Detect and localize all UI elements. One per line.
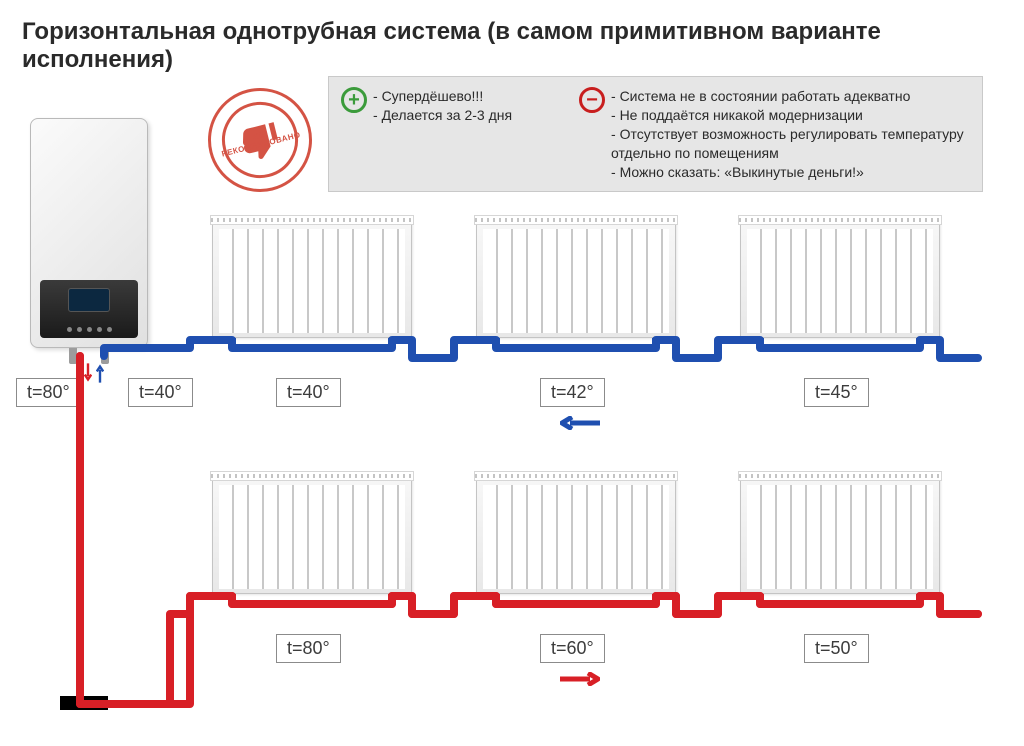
radiator-temp-top-1: t=40° [276,378,341,407]
radiator-bottom-1 [212,478,412,594]
flow-arrow-return [560,416,600,430]
con-line: Система не в состоянии работать адекватн… [611,87,970,106]
flow-arrow-supply [560,672,600,686]
boiler [30,118,148,348]
pros-cons-box: + Супердёшево!!! Делается за 2-3 дня − С… [328,76,983,192]
boiler-io-arrows [84,362,104,384]
radiator-temp-bottom-2: t=60° [540,634,605,663]
radiator-temp-top-2: t=42° [540,378,605,407]
pro-line: Делается за 2-3 дня [373,106,512,125]
minus-icon: − [579,87,605,113]
con-line: Не поддаётся никакой модернизации [611,106,970,125]
cons-column: − Система не в состоянии работать адеква… [579,87,970,181]
radiator-temp-top-3: t=45° [804,378,869,407]
con-line: Можно сказать: «Выкинутые деньги!» [611,163,970,182]
pros-lines: Супердёшево!!! Делается за 2-3 дня [373,87,512,125]
radiator-temp-bottom-3: t=50° [804,634,869,663]
radiator-bottom-2 [476,478,676,594]
radiator-temp-bottom-1: t=80° [276,634,341,663]
cons-lines: Система не в состоянии работать адекватн… [611,87,970,181]
arrow-up-icon [96,362,104,384]
not-recommended-stamp: НЕ РЕКОМЕНДОВАНО [197,77,323,203]
boiler-supply-temp: t=80° [16,378,81,407]
con-line: Отсутствует возможность регулировать тем… [611,125,970,163]
stamp-text: НЕ РЕКОМЕНДОВАНО [218,121,301,158]
boiler-return-temp: t=40° [128,378,193,407]
page-title: Горизонтальная однотрубная система (в са… [22,18,1024,74]
radiator-bottom-3 [740,478,940,594]
plus-icon: + [341,87,367,113]
arrow-down-icon [84,362,92,384]
radiator-top-3 [740,222,940,338]
radiator-top-1 [212,222,412,338]
pro-line: Супердёшево!!! [373,87,512,106]
pros-column: + Супердёшево!!! Делается за 2-3 дня [341,87,579,181]
radiator-top-2 [476,222,676,338]
